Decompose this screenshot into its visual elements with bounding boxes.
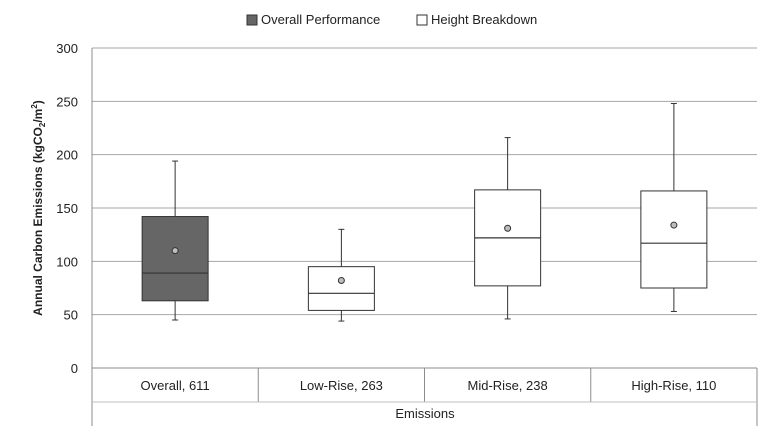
y-tick-label: 100 [56, 254, 78, 269]
boxes [141, 102, 708, 322]
iqr-box [141, 216, 209, 302]
y-tick-label: 50 [64, 308, 78, 323]
y-tick-label: 0 [71, 361, 78, 376]
x-axis-title: Emissions [395, 406, 455, 421]
x-tick-label: Overall, 611 [141, 378, 210, 393]
box-plot-2 [307, 228, 375, 322]
y-axis-title: Annual Carbon Emissions (kgCO2/m2) [30, 100, 47, 316]
mean-marker [670, 221, 678, 229]
axes: 0 50 100 150 200 250 300 Overall, 611 Low-Rise, … [56, 41, 758, 426]
x-tick-label: Low-Rise, 263 [300, 378, 383, 393]
mean-marker [171, 247, 179, 255]
legend: Overall Performance Height Breakdown [246, 12, 537, 27]
legend-swatch-height [416, 14, 428, 26]
legend-swatch-overall [246, 14, 258, 26]
x-tick-label: High-Rise, 110 [631, 378, 716, 393]
y-tick-label: 250 [56, 94, 78, 109]
box-plot-4 [640, 102, 708, 312]
x-tick-label: Mid-Rise, 238 [468, 378, 548, 393]
legend-label-height: Height Breakdown [431, 12, 537, 27]
mean-marker [337, 277, 345, 285]
iqr-box [307, 266, 375, 311]
y-tick-label: 150 [56, 201, 78, 216]
legend-label-overall: Overall Performance [261, 12, 380, 27]
mean-marker [504, 224, 512, 232]
box-plot-1 [141, 160, 209, 321]
box-plot-3 [474, 137, 542, 320]
y-tick-label: 300 [56, 41, 78, 56]
iqr-box [640, 190, 708, 289]
y-tick-label: 200 [56, 148, 78, 163]
